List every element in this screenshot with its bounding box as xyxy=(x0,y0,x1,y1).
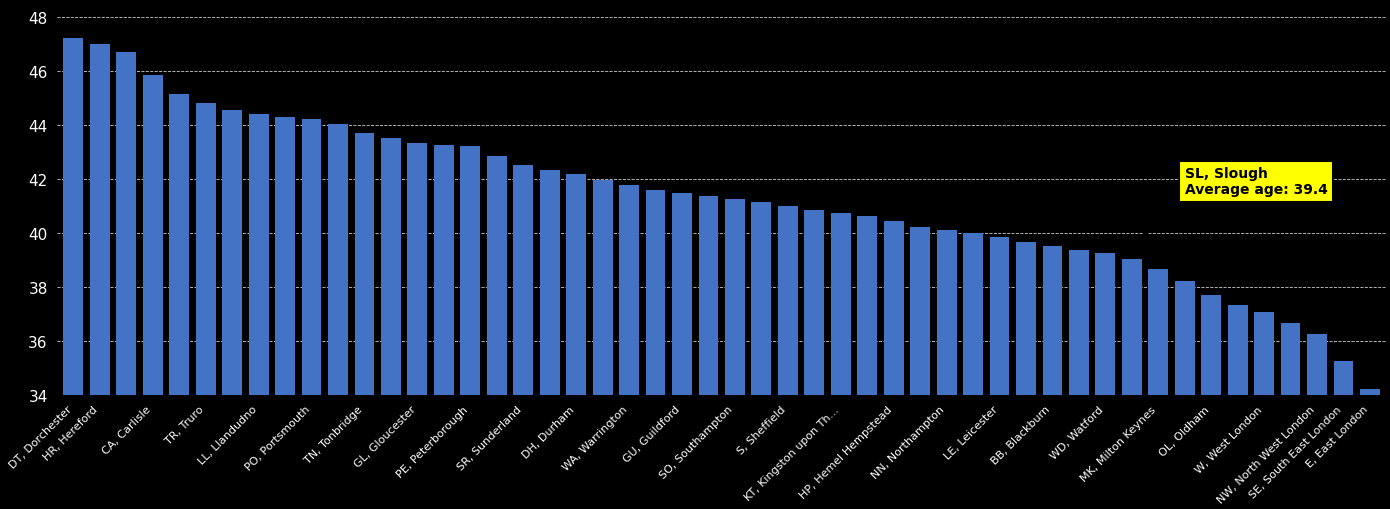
Bar xyxy=(486,156,507,395)
Bar xyxy=(699,197,719,395)
Bar xyxy=(1227,305,1248,395)
Bar xyxy=(1333,361,1354,395)
Bar xyxy=(1254,313,1275,395)
Bar xyxy=(884,222,904,395)
Bar xyxy=(831,214,851,395)
Bar xyxy=(619,186,639,395)
Bar xyxy=(1201,296,1220,395)
Bar xyxy=(566,175,587,395)
Bar xyxy=(117,52,136,395)
Bar xyxy=(302,120,321,395)
Bar xyxy=(460,147,480,395)
Bar xyxy=(381,139,400,395)
Bar xyxy=(90,45,110,395)
Bar xyxy=(1122,259,1141,395)
Bar xyxy=(407,144,427,395)
Bar xyxy=(434,146,453,395)
Bar xyxy=(645,190,666,395)
Bar xyxy=(196,104,215,395)
Bar xyxy=(778,206,798,395)
Bar xyxy=(671,194,692,395)
Bar xyxy=(1280,323,1301,395)
Bar xyxy=(513,166,534,395)
Bar xyxy=(539,171,560,395)
Bar xyxy=(249,115,268,395)
Bar xyxy=(805,211,824,395)
Bar xyxy=(910,228,930,395)
Bar xyxy=(1359,389,1380,395)
Bar xyxy=(143,75,163,395)
Bar xyxy=(1016,242,1036,395)
Bar xyxy=(1175,281,1194,395)
Bar xyxy=(354,133,374,395)
Bar xyxy=(1095,253,1115,395)
Bar xyxy=(1307,334,1327,395)
Bar xyxy=(726,200,745,395)
Bar xyxy=(170,95,189,395)
Bar xyxy=(937,231,956,395)
Bar xyxy=(963,234,983,395)
Bar xyxy=(222,111,242,395)
Bar xyxy=(64,39,83,395)
Text: SL, Slough
Average age: 39.4: SL, Slough Average age: 39.4 xyxy=(1111,167,1327,251)
Bar xyxy=(1148,269,1168,395)
Bar xyxy=(592,181,613,395)
Bar xyxy=(1042,246,1062,395)
Bar xyxy=(858,217,877,395)
Bar xyxy=(275,118,295,395)
Bar xyxy=(328,125,348,395)
Bar xyxy=(752,203,771,395)
Bar xyxy=(990,238,1009,395)
Bar xyxy=(1069,250,1088,395)
